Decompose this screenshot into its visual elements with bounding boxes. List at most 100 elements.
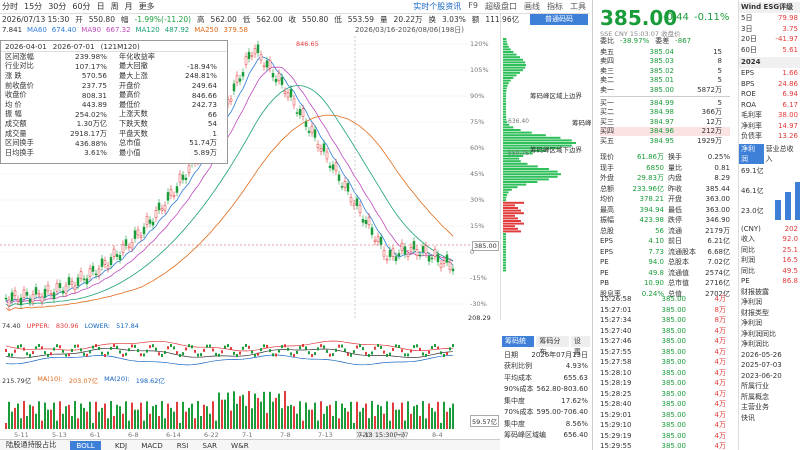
detail-row: PE 49.8 流通值 2574亿: [600, 268, 730, 279]
volume-bar: [245, 405, 247, 429]
tab-revenue[interactable]: 营业总收入: [765, 144, 794, 163]
side-row: 3日 3.75: [739, 24, 800, 35]
tab-rsi[interactable]: RSI: [176, 440, 189, 450]
boll-candle: [38, 344, 40, 348]
draw-line-button[interactable]: 画线: [524, 2, 540, 11]
side-bottom-link[interactable]: 快讯: [741, 413, 755, 422]
boll-candle: [113, 344, 115, 348]
volume-bar: [116, 404, 118, 429]
tab-timeshare[interactable]: 分时: [2, 2, 18, 11]
side-row: 毛利率 38.00: [739, 110, 800, 121]
ask-row[interactable]: 卖四 385.03 8: [600, 57, 730, 67]
tab-chip-stats[interactable]: 筹码统计: [502, 336, 535, 356]
tab-wr[interactable]: W&R: [231, 440, 249, 450]
side-value: 5.61: [782, 45, 798, 54]
tools-button[interactable]: 工具: [570, 2, 586, 11]
bid-row[interactable]: 买一 384.99 5: [600, 98, 730, 108]
ma120-value: 487.92: [164, 26, 190, 34]
side-row: ROE 6.94: [739, 89, 800, 100]
tick-list: 15:26:58 385.00 4万 15:27:01 385.00 8万 15:27:34…: [600, 294, 730, 450]
news-link[interactable]: 实时个股资讯: [413, 2, 462, 11]
side-bottom-link[interactable]: 所属概念: [741, 392, 769, 401]
super-panel-button[interactable]: 超级盘口: [485, 2, 517, 11]
stats-row: 振 幅 254.02% 上涨天数 66: [1, 109, 227, 120]
candle-body: [433, 249, 437, 257]
f9-button[interactable]: F9: [468, 1, 478, 10]
volume-bar: [362, 407, 364, 429]
tab-15min[interactable]: 15分: [24, 2, 43, 11]
ask-row[interactable]: 卖三 385.02 5: [600, 66, 730, 76]
detail-value: 29.83万: [636, 174, 664, 183]
tab-more[interactable]: 更多: [138, 2, 155, 11]
chip-stats-tabs: 筹码统计 筹码分布 设置: [502, 336, 591, 356]
volume-bar: [176, 401, 178, 429]
ask-level: 卖二: [600, 76, 614, 85]
ask-price: 385.00: [649, 85, 675, 94]
tick-row: 15:27:34 385.00 8万: [600, 315, 730, 326]
exchange-code: SSE CNY 15:03:07 收盘价: [600, 30, 681, 38]
indicator-button[interactable]: 指标: [547, 2, 563, 11]
tab-chip-dist[interactable]: 筹码分布: [536, 336, 569, 356]
tab-macd[interactable]: MACD: [141, 440, 163, 450]
detail-row: 最高 394.94 最低 363.00: [600, 205, 730, 216]
chip-bar: [503, 227, 518, 230]
tab-month[interactable]: 月: [124, 2, 133, 11]
tab-net-profit[interactable]: 净利润: [739, 143, 764, 164]
stats-start-date[interactable]: 2026-04-01: [5, 41, 47, 51]
tick-volume: 4万: [714, 410, 726, 419]
volume-bar: [308, 409, 310, 429]
tab-chip-settings[interactable]: 设置: [570, 336, 591, 356]
ask-level: 卖五: [600, 47, 614, 56]
boll-candle: [119, 350, 121, 354]
tab-week[interactable]: 周: [110, 2, 119, 11]
chip-stat-value: 656.40: [563, 431, 589, 440]
chip-mode-tab[interactable]: 普通码码: [530, 14, 588, 25]
bid-row[interactable]: 买三 384.97 12万: [600, 117, 730, 127]
ask-row[interactable]: 卖二 385.01 5: [600, 76, 730, 86]
side-row: 同比 49.5: [739, 266, 800, 277]
tab-60min[interactable]: 60分: [72, 2, 91, 11]
stats-end-date[interactable]: 2026-07-01: [52, 41, 95, 51]
boll-candle: [14, 349, 16, 353]
tab-day[interactable]: 日: [96, 2, 105, 11]
chip-bar: [503, 209, 521, 212]
ask-row[interactable]: 卖五 385.04 15: [600, 47, 730, 57]
volume-bar: [398, 409, 400, 429]
tab-sar[interactable]: SAR: [202, 440, 218, 450]
stats-value: 239.98%: [75, 52, 107, 62]
side-links: 财报披露 净利润 财报类型 净利润 净利润同比 净利润比 2026-05-26 2025-07…: [739, 287, 800, 424]
tab-hk-connect[interactable]: 陆股通持股占比: [6, 440, 57, 449]
side-bottom-link[interactable]: 主营业务: [741, 403, 769, 412]
indicator-chart[interactable]: 59.57亿 7-13 15:30(一) 5-11 5-13 6-1 6-8 6-14 6…: [0, 331, 500, 441]
side-link[interactable]: 财报类型: [741, 308, 769, 317]
stats-row: 行业对比 107.17% 最大回撤 -18.94%: [1, 61, 227, 72]
tab-30min[interactable]: 30分: [48, 2, 67, 11]
tick-time: 15:27:58: [600, 358, 632, 367]
chip-bar: [503, 157, 520, 160]
side-link[interactable]: 净利润: [741, 319, 762, 328]
chip-bar: [503, 136, 561, 139]
side-link[interactable]: 净利润同比: [741, 329, 776, 338]
tab-kdj[interactable]: KDJ: [114, 440, 128, 450]
detail-value: 6850: [646, 163, 664, 172]
ask-row[interactable]: 卖一 385.00 5872万: [600, 85, 730, 95]
chip-bar: [503, 230, 521, 233]
boll-candle: [272, 353, 274, 357]
candle-body: [391, 248, 395, 257]
bid-row[interactable]: 买二 384.98 366万: [600, 108, 730, 118]
tab-boll[interactable]: BOLL: [70, 440, 101, 450]
bid-row[interactable]: 买五 384.95 1929万: [600, 136, 730, 146]
side-link[interactable]: 净利润比: [741, 340, 769, 349]
last-price: 385.00: [600, 6, 678, 30]
side-bottom-link[interactable]: 所属行业: [741, 382, 769, 391]
side-label: BPS: [741, 79, 755, 88]
side-link[interactable]: 净利润: [741, 298, 762, 307]
bid-row[interactable]: 买四 384.96 212万: [600, 126, 730, 136]
boll-candle: [155, 347, 157, 351]
volume-bar: [341, 403, 343, 429]
candle-body: [403, 246, 407, 255]
side-link[interactable]: 财报披露: [741, 287, 769, 296]
boll-candle: [203, 348, 205, 352]
chip-bar: [503, 233, 506, 235]
boll-candle: [86, 353, 88, 357]
